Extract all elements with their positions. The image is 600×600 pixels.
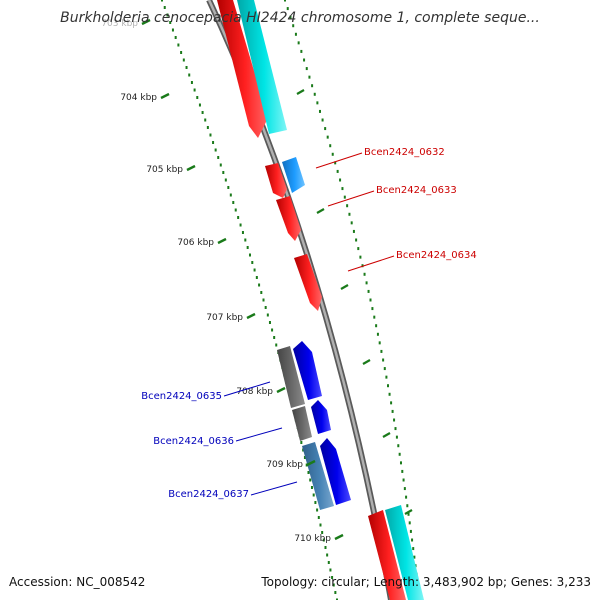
gene-feature[interactable] bbox=[320, 438, 351, 505]
tick-label: 708 kbp bbox=[236, 387, 273, 397]
gene-feature[interactable] bbox=[294, 254, 322, 311]
gene-label[interactable]: Bcen2424_0632 bbox=[364, 147, 445, 158]
tick-label: 710 kbp bbox=[294, 534, 331, 544]
cds-feature[interactable] bbox=[385, 505, 424, 600]
gene-label[interactable]: Bcen2424_0634 bbox=[396, 250, 477, 261]
tick-labels: 703 kbp 704 kbp 705 kbp 706 kbp 707 kbp 708 k… bbox=[101, 18, 344, 544]
gene-callout-line bbox=[235, 427, 283, 442]
gene-feature[interactable] bbox=[265, 163, 287, 198]
gene-feature[interactable] bbox=[368, 510, 406, 600]
tick-mark bbox=[141, 18, 151, 26]
tick-label: 707 kbp bbox=[206, 313, 243, 323]
gene-feature[interactable] bbox=[292, 406, 312, 441]
map-title: Burkholderia cenocepacia HI2424 chromoso… bbox=[60, 10, 540, 26]
tick-mark bbox=[217, 237, 227, 245]
gene-feature[interactable] bbox=[277, 346, 305, 408]
tick-label: 703 kbp bbox=[101, 19, 138, 29]
tick-label: 704 kbp bbox=[120, 93, 157, 103]
gene-label[interactable]: Bcen2424_0635 bbox=[141, 391, 222, 402]
accession-text: Accession: NC_008542 bbox=[9, 575, 146, 589]
tick-mark bbox=[160, 92, 170, 100]
gene-callout-line bbox=[347, 255, 395, 272]
gene-feature[interactable] bbox=[276, 196, 301, 241]
reverse-features bbox=[277, 341, 351, 510]
tick-mark bbox=[334, 533, 344, 541]
tick-label: 709 kbp bbox=[266, 460, 303, 470]
chromosome-backbone bbox=[206, 0, 394, 600]
tick-mark bbox=[276, 386, 286, 394]
gene-callouts: Bcen2424_0632 Bcen2424_0633 Bcen2424_0634 B… bbox=[141, 147, 477, 500]
forward-features bbox=[217, 0, 424, 600]
tick-mark bbox=[306, 459, 316, 467]
tick-mark bbox=[246, 312, 256, 320]
tick-mark bbox=[186, 164, 196, 172]
gene-feature[interactable] bbox=[217, 0, 268, 138]
gene-label[interactable]: Bcen2424_0633 bbox=[376, 185, 457, 196]
gene-label[interactable]: Bcen2424_0636 bbox=[153, 436, 234, 447]
cds-feature[interactable] bbox=[282, 157, 305, 193]
gene-callout-line bbox=[315, 152, 363, 169]
tick-label: 705 kbp bbox=[146, 165, 183, 175]
gene-callout-line bbox=[327, 190, 375, 207]
gene-feature[interactable] bbox=[311, 400, 331, 434]
gene-feature[interactable] bbox=[302, 442, 334, 510]
gene-label[interactable]: Bcen2424_0637 bbox=[168, 489, 249, 500]
gene-callout-line bbox=[223, 381, 271, 397]
cds-feature[interactable] bbox=[237, 0, 287, 134]
gene-feature[interactable] bbox=[293, 341, 322, 400]
tick-label: 706 kbp bbox=[177, 238, 214, 248]
genome-summary-text: Topology: circular; Length: 3,483,902 bp… bbox=[261, 575, 591, 589]
gene-callout-line bbox=[250, 481, 298, 496]
